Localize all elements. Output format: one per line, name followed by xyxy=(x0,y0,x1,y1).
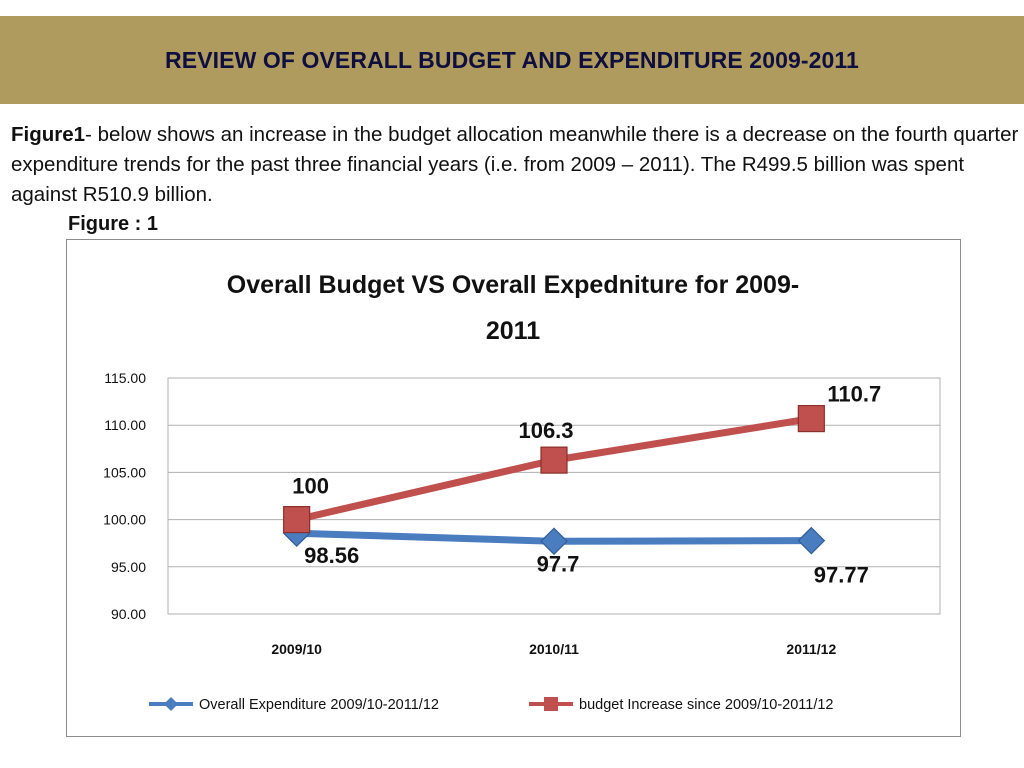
chart-title-line-1: Overall Budget VS Overall Expedniture fo… xyxy=(227,271,799,299)
line-chart: Overall Budget VS Overall Expedniture fo… xyxy=(103,271,941,713)
y-tick-label: 90.00 xyxy=(111,606,146,622)
series-1-point xyxy=(797,526,826,555)
legend-marker xyxy=(544,697,558,711)
series-2-point xyxy=(540,446,568,474)
series-2-point xyxy=(283,506,311,534)
legend-label: Overall Expenditure 2009/10-2011/12 xyxy=(199,697,439,713)
data-label: 100 xyxy=(292,474,329,499)
chart-title-line-2: 2011 xyxy=(486,317,540,345)
x-tick-label: 2009/10 xyxy=(271,641,322,657)
y-tick-label: 105.00 xyxy=(103,464,146,480)
data-label: 98.56 xyxy=(304,543,359,568)
y-tick-label: 115.00 xyxy=(104,370,146,386)
chart-frame: Overall Budget VS Overall Expedniture fo… xyxy=(66,239,961,737)
y-tick-label: 100.00 xyxy=(103,512,146,528)
data-label: 97.77 xyxy=(814,563,869,588)
y-tick-label: 110.00 xyxy=(104,417,146,433)
data-label: 106.3 xyxy=(518,418,573,443)
legend-marker xyxy=(164,697,178,711)
slide-title: REVIEW OF OVERALL BUDGET AND EXPENDITURE… xyxy=(165,46,859,73)
x-tick-label: 2011/12 xyxy=(786,641,836,657)
intro-text: - below shows an increase in the budget … xyxy=(11,123,1019,206)
series-1-point xyxy=(540,527,568,556)
slide-header: REVIEW OF OVERALL BUDGET AND EXPENDITURE… xyxy=(0,16,1024,104)
y-tick-label: 95.00 xyxy=(111,559,146,575)
x-tick-label: 2010/11 xyxy=(529,641,579,657)
figure-label: Figure : 1 xyxy=(68,213,159,235)
data-label: 110.7 xyxy=(827,382,881,407)
intro-paragraph: Figure1- below shows an increase in the … xyxy=(11,120,1021,210)
data-label: 97.7 xyxy=(537,551,580,576)
intro-lead: Figure1 xyxy=(11,123,86,146)
series-2-point xyxy=(797,404,825,433)
legend-label: budget Increase since 2009/10-2011/12 xyxy=(579,697,833,713)
